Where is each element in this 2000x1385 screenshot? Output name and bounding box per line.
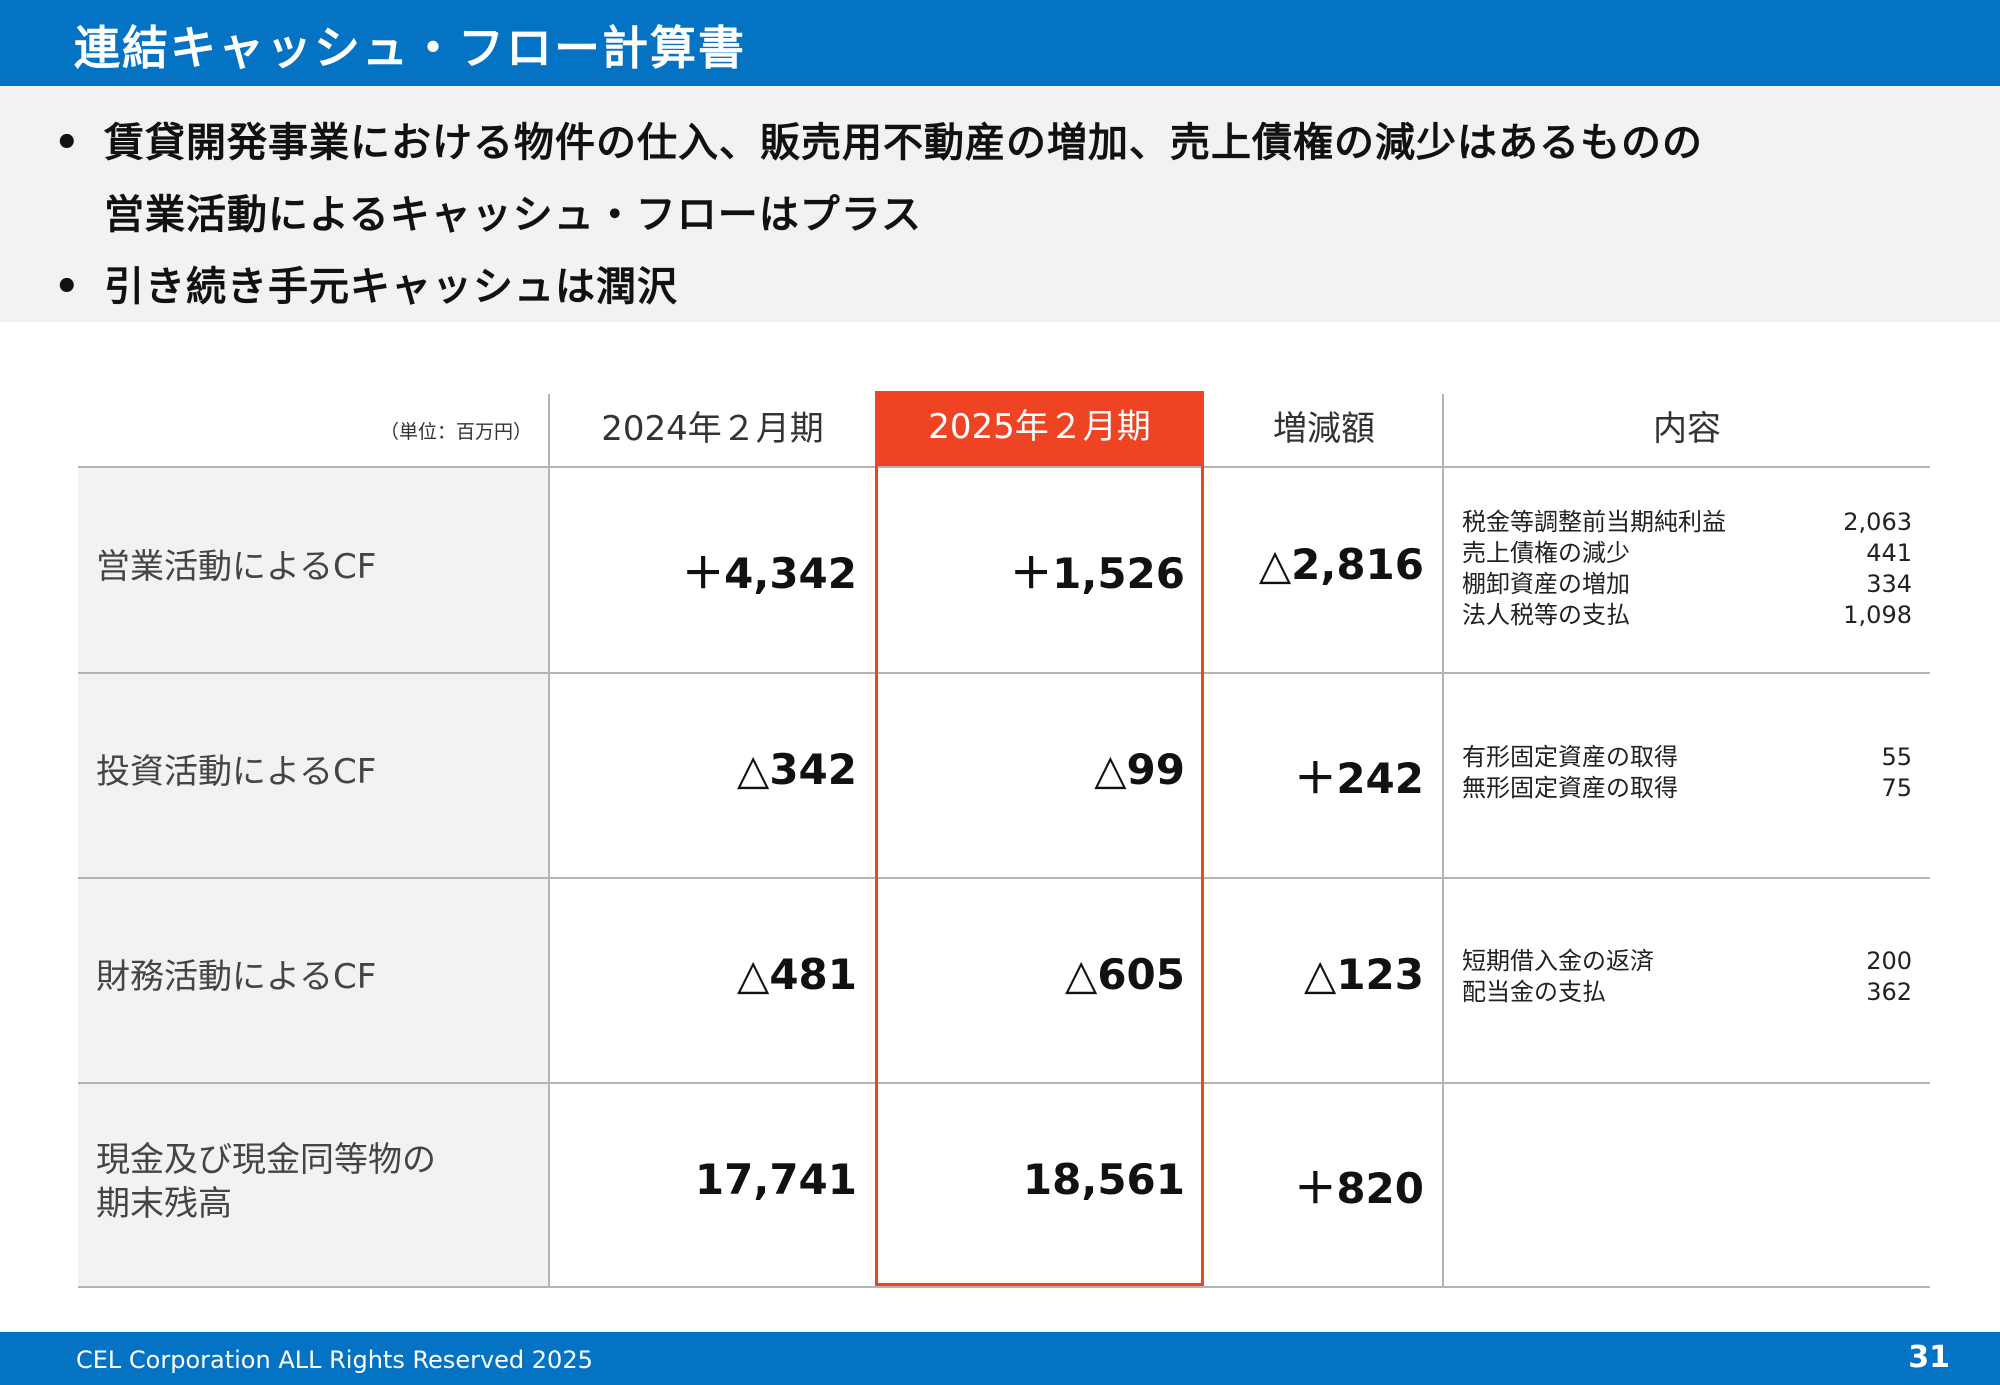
copyright-text: CEL Corporation ALL Rights Reserved 2025 xyxy=(76,1346,593,1374)
footer-bar: CEL Corporation ALL Rights Reserved 2025… xyxy=(0,1332,2000,1385)
row-label-line-2: 期末残高 xyxy=(96,1184,232,1224)
list-item: 配当金の支払 362 xyxy=(1462,977,1912,1008)
detail-item: 売上債権の減少 xyxy=(1462,539,1630,567)
detail-value: 362 xyxy=(1866,978,1912,1006)
value-change: ＋242 xyxy=(1294,754,1424,803)
list-item: 棚卸資産の増加 334 xyxy=(1462,569,1912,600)
page-title: 連結キャッシュ・フロー計算書 xyxy=(74,21,746,75)
value-fy2024: △342 xyxy=(737,745,857,794)
value-fy2025: △99 xyxy=(1094,745,1185,794)
summary-bullet-2: • 引き続き手元キャッシュは潤沢 xyxy=(54,254,678,312)
table-divider xyxy=(548,394,550,1288)
detail-value: 441 xyxy=(1866,539,1912,567)
value-fy2025: ＋1,526 xyxy=(1010,549,1185,598)
column-header-change: 増減額 xyxy=(1273,409,1375,449)
list-item: 無形固定資産の取得 75 xyxy=(1462,773,1912,804)
list-item: 短期借入金の返済 200 xyxy=(1462,946,1912,977)
fy2025-highlight-frame xyxy=(875,466,1204,1286)
detail-item: 配当金の支払 xyxy=(1462,978,1606,1006)
value-change: △2,816 xyxy=(1258,540,1424,589)
bullet-dot-icon: • xyxy=(54,120,81,166)
detail-value: 200 xyxy=(1866,947,1912,975)
list-item: 税金等調整前当期純利益 2,063 xyxy=(1462,507,1912,538)
row-label-investing-cf: 投資活動によるCF xyxy=(96,752,377,792)
detail-value: 2,063 xyxy=(1843,508,1912,536)
row-label-bg xyxy=(78,468,550,672)
column-header-fy2024: 2024年２月期 xyxy=(601,409,824,449)
detail-value: 334 xyxy=(1866,570,1912,598)
detail-value: 75 xyxy=(1881,774,1912,802)
summary-bullet-1-line-1: 賃貸開発事業における物件の仕入、販売用不動産の増加、売上債権の減少はあるものの xyxy=(104,120,1703,166)
value-change: △123 xyxy=(1304,950,1424,999)
value-fy2024: ＋4,342 xyxy=(682,549,857,598)
value-fy2025: 18,561 xyxy=(1022,1155,1185,1204)
unit-label: （単位：百万円） xyxy=(380,421,533,443)
detail-value: 1,098 xyxy=(1843,601,1912,629)
detail-item: 法人税等の支払 xyxy=(1462,601,1630,629)
value-fy2024: △481 xyxy=(737,950,857,999)
detail-item: 短期借入金の返済 xyxy=(1462,947,1654,975)
list-item: 売上債権の減少 441 xyxy=(1462,538,1912,569)
column-header-fy2025: 2025年２月期 xyxy=(875,391,1204,466)
column-header-content: 内容 xyxy=(1653,409,1721,449)
detail-list: 短期借入金の返済 200 配当金の支払 362 xyxy=(1462,946,1912,1008)
row-label-line-1: 現金及び現金同等物の xyxy=(96,1140,436,1180)
list-item: 法人税等の支払 1,098 xyxy=(1462,600,1912,631)
value-change: ＋820 xyxy=(1294,1164,1424,1213)
page-number: 31 xyxy=(1908,1340,1950,1375)
row-label-bg xyxy=(78,1084,550,1286)
summary-bullet-2-text: 引き続き手元キャッシュは潤沢 xyxy=(104,264,678,310)
detail-list: 有形固定資産の取得 55 無形固定資産の取得 75 xyxy=(1462,742,1912,804)
table-divider xyxy=(78,672,1930,674)
detail-item: 棚卸資産の増加 xyxy=(1462,570,1630,598)
row-label-cash-ending-balance: 現金及び現金同等物の 期末残高 xyxy=(96,1138,436,1226)
summary-panel: • 賃貸開発事業における物件の仕入、販売用不動産の増加、売上債権の減少はあるものの… xyxy=(0,86,2000,322)
summary-bullet-1-continuation: 営業活動によるキャッシュ・フローはプラス xyxy=(54,182,922,240)
row-label-operating-cf: 営業活動によるCF xyxy=(96,547,377,587)
row-label-bg xyxy=(78,879,550,1082)
table-divider xyxy=(78,466,1930,468)
table-divider xyxy=(78,877,1930,879)
summary-bullet-1: • 賃貸開発事業における物件の仕入、販売用不動産の増加、売上債権の減少はあるものの xyxy=(54,110,1703,168)
summary-bullet-1-line-2: 営業活動によるキャッシュ・フローはプラス xyxy=(104,192,922,238)
detail-item: 無形固定資産の取得 xyxy=(1462,774,1678,802)
row-label-financing-cf: 財務活動によるCF xyxy=(96,957,377,997)
value-fy2025: △605 xyxy=(1065,950,1185,999)
table-divider xyxy=(78,1286,1930,1288)
detail-item: 有形固定資産の取得 xyxy=(1462,743,1678,771)
detail-list: 税金等調整前当期純利益 2,063 売上債権の減少 441 棚卸資産の増加 334 法… xyxy=(1462,507,1912,631)
detail-item: 税金等調整前当期純利益 xyxy=(1462,508,1726,536)
row-label-bg xyxy=(78,674,550,877)
list-item: 有形固定資産の取得 55 xyxy=(1462,742,1912,773)
detail-value: 55 xyxy=(1881,743,1912,771)
table-divider xyxy=(78,1082,1930,1084)
bullet-dot-icon: • xyxy=(54,264,81,310)
value-fy2024: 17,741 xyxy=(694,1155,857,1204)
title-bar: 連結キャッシュ・フロー計算書 xyxy=(0,0,2000,86)
table-divider xyxy=(1442,394,1444,1288)
